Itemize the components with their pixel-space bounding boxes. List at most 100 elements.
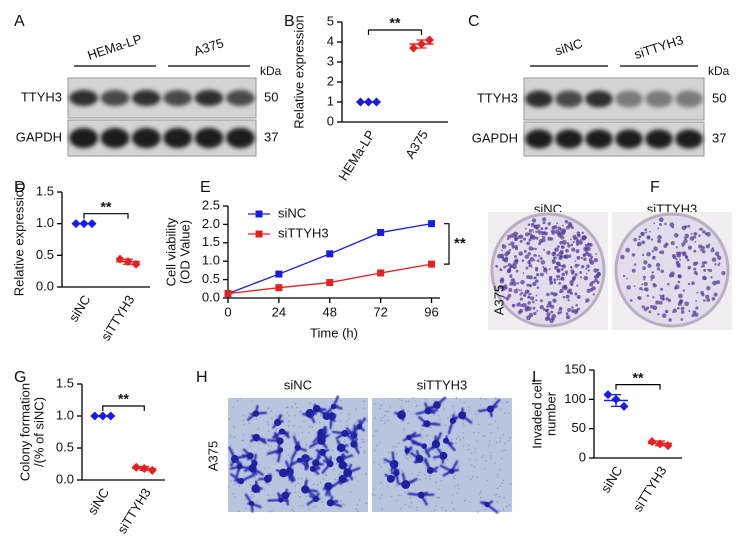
pore <box>299 495 302 498</box>
pore <box>349 491 352 493</box>
colony-dot <box>546 305 549 308</box>
colony-dot <box>558 264 561 267</box>
image-group-label: siNC <box>284 377 312 392</box>
pore <box>405 400 407 403</box>
pore <box>384 410 387 412</box>
pore <box>504 449 507 451</box>
colony-dot <box>641 289 644 291</box>
colony-dot <box>710 248 715 253</box>
colony-dot <box>570 243 574 247</box>
cell-body <box>443 437 450 444</box>
pore <box>267 407 269 410</box>
pore <box>454 474 456 477</box>
pore <box>268 472 271 474</box>
colony-dot <box>562 239 567 245</box>
colony-dot <box>508 287 513 292</box>
pore <box>471 418 474 421</box>
colony-dot <box>550 310 554 314</box>
colony-dot <box>650 279 653 282</box>
colony-dot <box>571 247 576 252</box>
pore <box>462 436 465 439</box>
colony-dot <box>687 282 691 286</box>
colony-dot <box>631 253 636 257</box>
colony-dot <box>644 228 648 231</box>
colony-dot <box>708 269 713 273</box>
pore <box>307 505 310 507</box>
y-tick-label: 1.5 <box>202 234 220 249</box>
colony-dot <box>581 240 583 243</box>
colony-dot <box>527 223 530 226</box>
pore <box>373 488 375 491</box>
panel-letter: D <box>14 179 26 196</box>
colony-dot <box>499 278 505 284</box>
pore <box>446 458 448 461</box>
cell-body <box>309 465 316 472</box>
pore <box>400 406 403 408</box>
colony-dot <box>706 298 711 302</box>
colony-dot <box>543 267 547 271</box>
colony-dot <box>562 295 566 299</box>
y-axis-label: /(% of siNC) <box>31 397 46 467</box>
colony-dot <box>505 264 508 267</box>
colony-dot <box>714 251 720 257</box>
pore <box>437 488 440 490</box>
blot-band <box>555 129 583 149</box>
significance-bracket <box>615 384 661 390</box>
colony-dot <box>641 240 646 245</box>
pore <box>362 440 364 443</box>
colony-dot <box>510 233 516 238</box>
colony-dot <box>657 313 660 316</box>
colony-dot <box>676 306 680 310</box>
data-point <box>131 462 141 472</box>
pore <box>233 483 236 485</box>
x-tick-label: siTTYH3 <box>630 463 670 514</box>
data-point <box>425 35 434 45</box>
colony-dot <box>592 280 595 284</box>
colony-dot <box>509 248 512 252</box>
pore <box>333 458 336 460</box>
pore <box>267 444 269 446</box>
y-tick-label: 0 <box>579 449 586 464</box>
pore <box>347 417 350 420</box>
y-axis-label: Cell viability <box>163 217 178 286</box>
pore <box>257 428 260 430</box>
pore <box>468 444 470 447</box>
cell-body <box>449 468 455 474</box>
colony-dot <box>497 253 502 259</box>
colony-dot <box>499 268 503 272</box>
colony-dot <box>576 294 581 299</box>
blot-band <box>675 129 703 149</box>
pore <box>294 402 297 405</box>
pore <box>404 491 406 494</box>
cell-body <box>397 410 406 420</box>
data-point <box>377 269 385 277</box>
image-row-label: A375 <box>205 441 220 471</box>
pore <box>433 459 436 462</box>
pore <box>490 457 493 460</box>
colony-dot <box>515 269 519 273</box>
pore <box>408 506 411 508</box>
pore <box>471 475 474 478</box>
colony-dot <box>532 281 537 287</box>
pore <box>488 439 491 442</box>
colony-dot <box>585 267 588 271</box>
pore <box>455 397 458 399</box>
pore <box>463 401 465 404</box>
colony-dot <box>637 244 639 247</box>
pore <box>294 485 297 487</box>
pore <box>355 408 357 411</box>
colony-dot <box>532 306 536 310</box>
cell-body <box>252 410 260 417</box>
colony-dot <box>526 241 531 246</box>
pore <box>275 417 278 419</box>
pore <box>477 423 480 426</box>
colony-dot <box>660 269 664 274</box>
colony-dot <box>574 292 578 296</box>
colony-dot <box>528 295 531 298</box>
colony-dot <box>530 235 533 239</box>
colony-dot <box>538 254 541 258</box>
cell-body <box>421 443 427 449</box>
pore <box>418 471 421 474</box>
panel-letter: I <box>532 369 536 386</box>
colony-dot <box>575 240 581 245</box>
